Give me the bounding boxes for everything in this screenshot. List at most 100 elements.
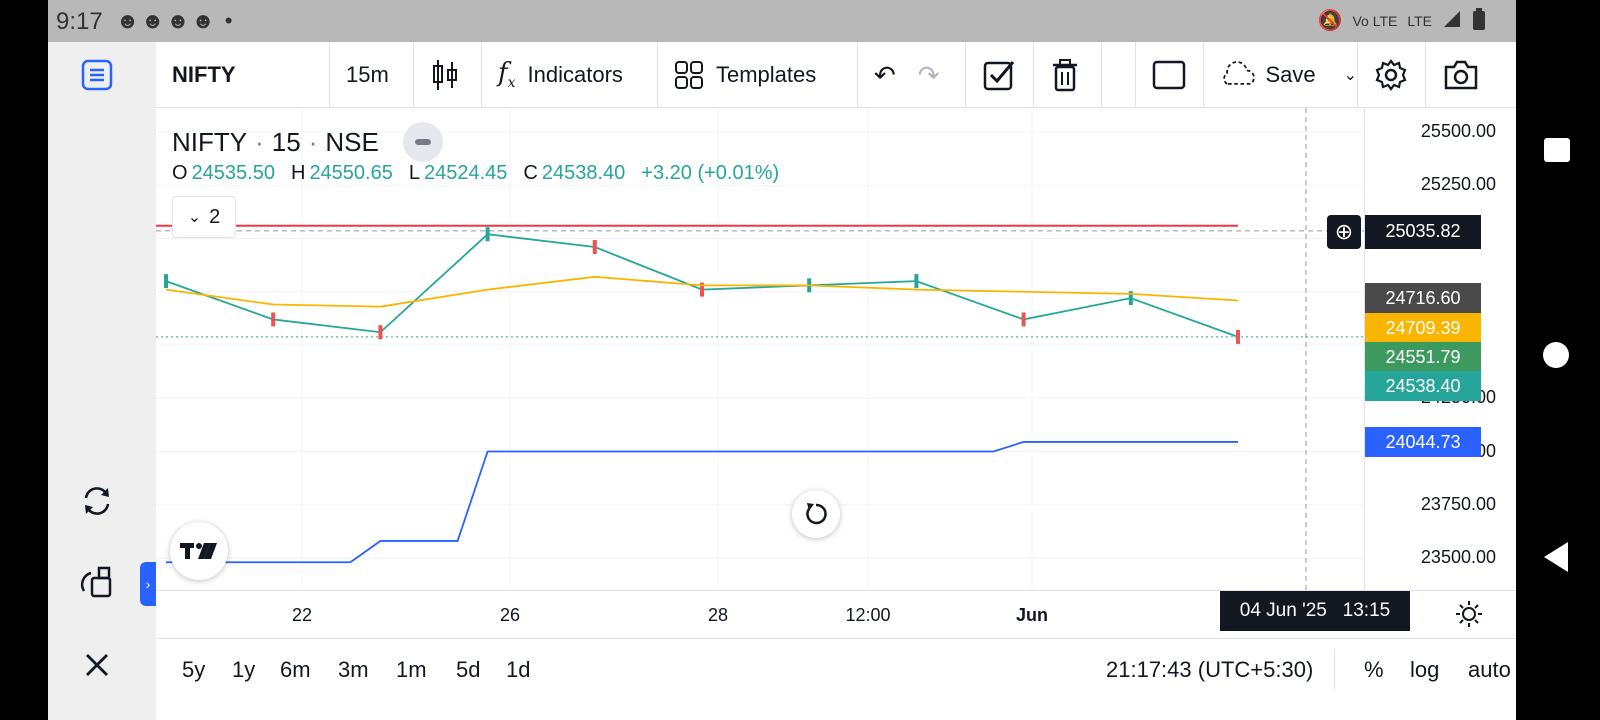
price-axis-label: 23500.00 (1420, 547, 1496, 567)
sync-icon[interactable] (70, 474, 124, 528)
time-axis-label: Jun (1015, 605, 1049, 625)
crosshair-price-label: 25035.82 (1365, 214, 1481, 249)
candle-mark (485, 227, 490, 242)
interval-label: 15m (346, 62, 389, 87)
reset-chart-button[interactable] (792, 490, 840, 538)
expand-drawer-button[interactable]: › (140, 562, 156, 606)
chart-pane[interactable]: NIFTY · 15 · NSE O 24535.50 H 24550.65 L 24… (156, 108, 1364, 608)
reset-icon (806, 503, 827, 525)
battery-icon (1472, 8, 1486, 33)
templates-label: Templates (716, 62, 817, 87)
rotate-screen-icon[interactable] (70, 556, 124, 610)
delete-button[interactable] (1034, 42, 1102, 108)
legend-interval: 15 (271, 126, 301, 157)
chart-type-button[interactable] (414, 42, 482, 108)
candle-mark (1021, 312, 1026, 327)
trend-line (166, 441, 1238, 564)
snapchat-ghost-icon: ☻ (116, 8, 142, 33)
log-scale-button[interactable]: log (1410, 657, 1440, 682)
ohlc-low: 24524.45 (423, 162, 508, 184)
clock-label[interactable]: 21:17:43 (UTC+5:30) (1106, 657, 1314, 682)
range-button-1y[interactable]: 1y (232, 657, 256, 682)
range-button-3m[interactable]: 3m (338, 657, 369, 682)
price-axis-label: 23750.00 (1420, 493, 1496, 514)
notification-icons: ☻☻☻☻ • (116, 8, 234, 34)
candle-mark (378, 325, 383, 340)
candle-mark (164, 274, 168, 289)
status-right: 🔕 Vo LTE LTE (1318, 8, 1486, 33)
divider (1334, 649, 1335, 689)
ohlc-o-label: O (172, 162, 188, 184)
status-bar: 9:17 ☻☻☻☻ • 🔕 Vo LTE LTE (48, 0, 1516, 42)
indicators-button[interactable]: fx Indicators (482, 42, 658, 108)
ohlc-h-label: H (290, 162, 306, 184)
legend-separator: · (255, 126, 264, 157)
time-axis-label: 26 (499, 605, 521, 625)
layout-button[interactable] (1136, 42, 1204, 108)
range-button-5y[interactable]: 5y (182, 657, 206, 682)
symbol-search-button[interactable]: NIFTY (156, 42, 330, 108)
status-time: 9:17 (56, 8, 103, 35)
price-axis-label: 25500.00 (1420, 121, 1496, 141)
candle-mark (914, 274, 919, 289)
range-button-5d[interactable]: 5d (456, 657, 481, 682)
lte-label: Vo LTE (1352, 12, 1398, 29)
recents-button[interactable] (1544, 138, 1570, 162)
range-button-1m[interactable]: 1m (396, 657, 427, 682)
redo-icon[interactable]: ↷ (917, 59, 940, 90)
collapse-legend-button[interactable] (402, 122, 443, 162)
left-sidebar: › (48, 42, 156, 720)
chart-legend-title[interactable]: NIFTY · 15 · NSE (172, 122, 443, 162)
undo-icon[interactable]: ↶ (874, 59, 896, 90)
ohlc-open: 24535.50 (191, 162, 275, 184)
minus-icon (414, 139, 431, 145)
theme-toggle-icon[interactable] (1454, 599, 1484, 634)
templates-button[interactable]: Templates (658, 42, 858, 108)
price-chart[interactable] (156, 108, 1364, 608)
price-tag: 24551.79 (1365, 342, 1481, 372)
range-button-1d[interactable]: 1d (506, 657, 531, 682)
legend-separator: · (308, 126, 318, 157)
time-axis[interactable]: 04 Jun '25 13:15 22 26 28 12:00 Jun (156, 590, 1516, 638)
auto-scale-button[interactable]: auto (1468, 657, 1511, 682)
snapchat-ghost-icon: ☻ (191, 8, 217, 33)
candle-mark (700, 282, 704, 297)
undo-redo-group: ↶ ↷ (858, 42, 966, 108)
ohlc-l-label: L (408, 162, 420, 184)
tradingview-logo-icon (180, 543, 217, 559)
range-button-6m[interactable]: 6m (280, 657, 311, 682)
grid-icon (675, 61, 703, 89)
settings-button[interactable] (1358, 42, 1426, 108)
screenshot-button[interactable] (1426, 42, 1516, 108)
ohlc-high: 24550.65 (309, 162, 393, 184)
tradingview-logo[interactable] (170, 522, 228, 580)
menu-icon[interactable] (70, 48, 124, 102)
price-tag: 24538.40 (1365, 371, 1481, 401)
slow-ma-line (165, 275, 1239, 308)
back-button[interactable] (1544, 542, 1570, 572)
android-nav-bar (1516, 0, 1600, 720)
ohlc-change: +3.20 (+0.01%) (641, 162, 780, 184)
candle-mark (1236, 329, 1240, 344)
time-axis-label: 22 (291, 605, 313, 625)
indicators-toggle[interactable]: ⌄ 2 (172, 196, 236, 238)
time-axis-label: 12:00 (845, 605, 891, 625)
close-icon[interactable] (70, 638, 124, 692)
price-axis[interactable]: 25500.0025250.0024250.0024000.0023750.00… (1327, 108, 1516, 608)
checkbox-icon (983, 61, 1015, 91)
chevron-down-icon: ⌄ (1343, 67, 1357, 84)
home-button[interactable] (1543, 342, 1569, 368)
add-alert-plus-icon[interactable]: ⊕ (1327, 214, 1361, 249)
crosshair-time-label: 04 Jun '25 13:15 (1220, 591, 1410, 631)
select-tool-button[interactable] (966, 42, 1034, 108)
candle-mark (271, 312, 276, 327)
candle-mark (592, 240, 597, 255)
save-button[interactable]: Save ⌄ (1204, 42, 1358, 108)
percent-scale-button[interactable]: % (1364, 657, 1384, 682)
camera-icon (1444, 60, 1478, 90)
interval-button[interactable]: 15m (330, 42, 414, 108)
symbol-label: NIFTY (172, 62, 236, 87)
save-label: Save (1265, 62, 1316, 87)
legend-symbol: NIFTY (172, 126, 248, 157)
ohlc-close: 24538.40 (541, 162, 626, 184)
